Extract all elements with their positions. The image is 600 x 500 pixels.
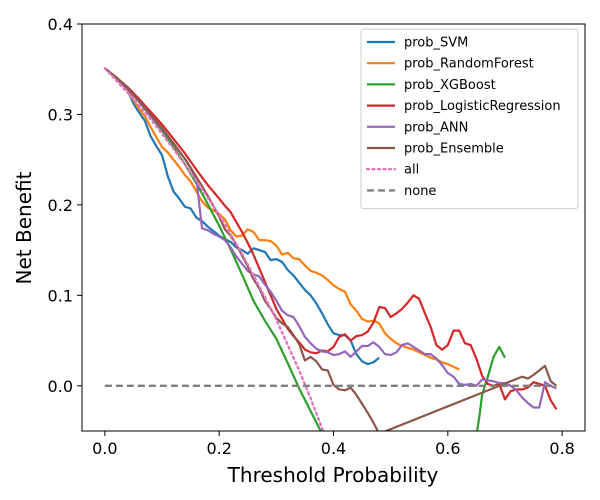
x-tick-label: 0.0 xyxy=(92,439,117,458)
x-tick-label: 0.8 xyxy=(549,439,574,458)
legend-label: prob_XGBoost xyxy=(404,78,496,93)
x-tick-label: 0.2 xyxy=(206,439,231,458)
series-line-all xyxy=(103,67,325,431)
y-tick-label: 0.1 xyxy=(48,286,73,305)
y-axis-ticks: 0.0 0.1 0.2 0.3 0.4 xyxy=(48,15,82,396)
x-axis-label: Threshold Probability xyxy=(227,463,439,487)
legend: prob_SVM prob_RandomForest prob_XGBoostpro… xyxy=(360,28,579,210)
y-axis-label: Net Benefit xyxy=(12,171,36,284)
legend-label: none xyxy=(404,184,436,199)
series-line-prob-ann xyxy=(104,67,557,409)
legend-label: prob_RandomForest xyxy=(404,57,534,72)
y-tick-label: 0.3 xyxy=(48,105,73,124)
legend-label: all xyxy=(404,163,419,178)
legend-box xyxy=(360,28,579,210)
legend-label: prob_ANN xyxy=(404,120,468,135)
y-tick-label: 0.2 xyxy=(48,196,73,215)
series-layer xyxy=(103,67,558,431)
x-tick-label: 0.6 xyxy=(435,439,460,458)
series-line-prob-ensemble xyxy=(104,67,558,431)
legend-label: prob_Ensemble xyxy=(404,142,504,157)
legend-label: prob_SVM xyxy=(404,36,468,51)
y-tick-label: 0.0 xyxy=(48,377,73,396)
series-line-prob-svm xyxy=(104,67,380,366)
y-tick-label: 0.4 xyxy=(48,15,73,34)
legend-label: prob_LogisticRegression xyxy=(404,99,561,114)
x-tick-label: 0.4 xyxy=(321,439,346,458)
x-axis-ticks: 0.0 0.2 0.4 0.6 0.8 xyxy=(92,431,575,458)
